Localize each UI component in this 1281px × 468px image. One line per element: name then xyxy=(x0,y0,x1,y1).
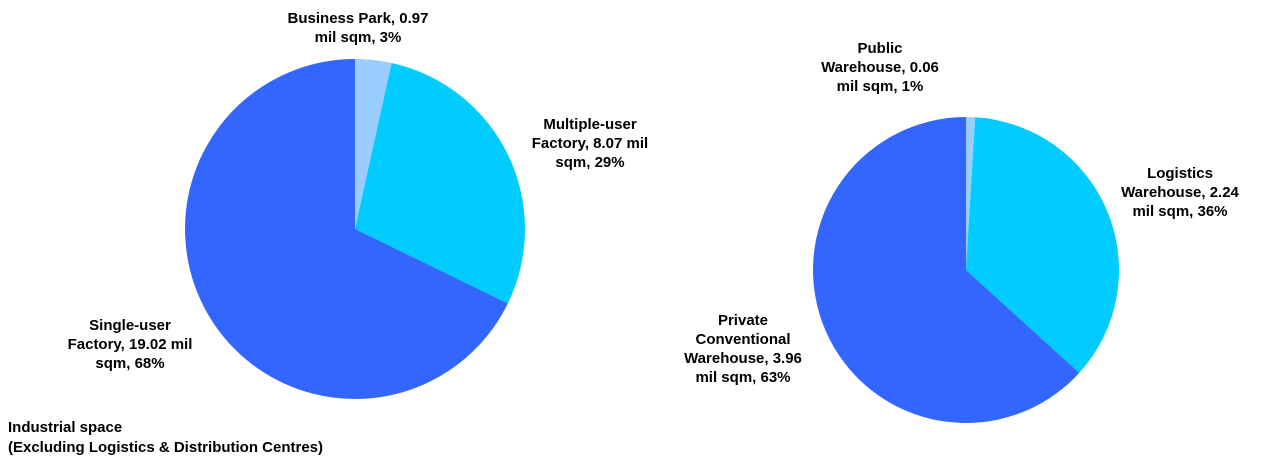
slice-label-public-warehouse: Public Warehouse, 0.06 mil sqm, 1% xyxy=(805,39,955,96)
pie-slice-business-park xyxy=(355,59,392,229)
slice-label-line: sqm, 68% xyxy=(95,355,165,372)
slice-label-line: Conventional xyxy=(695,331,791,348)
slice-label-line: mil sqm, 63% xyxy=(695,369,791,386)
caption-line: (Excluding Logistics & Distribution Cent… xyxy=(8,439,324,456)
pie-slice-public-warehouse xyxy=(966,117,976,270)
slice-label-single-user-factory: Single-user Factory, 19.02 mil sqm, 68% xyxy=(40,316,220,373)
slice-label-line: Public xyxy=(857,40,903,57)
slice-label-line: Business Park, 0.97 xyxy=(287,10,429,27)
pie-slice-private-conventional-warehouse xyxy=(813,117,1080,423)
slice-label-line: mil sqm, 3% xyxy=(314,29,402,46)
slice-label-line: Factory, 19.02 mil xyxy=(67,336,193,353)
pie-slice-multiple-user-factory xyxy=(355,62,526,304)
pie-chart-warehouse-space xyxy=(813,117,1119,423)
slice-label-line: Private xyxy=(717,312,769,329)
slice-label-line: Warehouse, 0.06 xyxy=(821,59,939,76)
slice-label-line: Warehouse, 3.96 xyxy=(684,350,802,367)
slice-label-line: mil sqm, 36% xyxy=(1132,203,1228,220)
slice-label-line: Factory, 8.07 mil xyxy=(531,135,649,152)
slice-label-line: sqm, 29% xyxy=(555,154,625,171)
slice-label-line: Logistics xyxy=(1147,165,1213,182)
slice-label-line: Warehouse, 2.24 xyxy=(1121,184,1239,201)
slice-label-line: Single-user xyxy=(89,317,171,334)
pie-chart-industrial-space xyxy=(184,59,526,399)
slice-label-line: Multiple-user xyxy=(543,116,637,133)
caption-line: Industrial space xyxy=(8,419,123,436)
slice-label-business-park: Business Park, 0.97 mil sqm, 3% xyxy=(268,9,448,47)
slice-label-multiple-user-factory: Multiple-user Factory, 8.07 mil sqm, 29% xyxy=(505,115,675,172)
slice-label-private-conventional-warehouse: Private Conventional Warehouse, 3.96 mil… xyxy=(663,311,823,387)
pie-slice-single-user-factory xyxy=(184,59,508,399)
chart-caption: Industrial space (Excluding Logistics & … xyxy=(8,418,323,458)
pie-slice-logistics-warehouse xyxy=(966,117,1119,373)
slice-label-logistics-warehouse: Logistics Warehouse, 2.24 mil sqm, 36% xyxy=(1105,164,1255,221)
slice-label-line: mil sqm, 1% xyxy=(836,78,924,95)
